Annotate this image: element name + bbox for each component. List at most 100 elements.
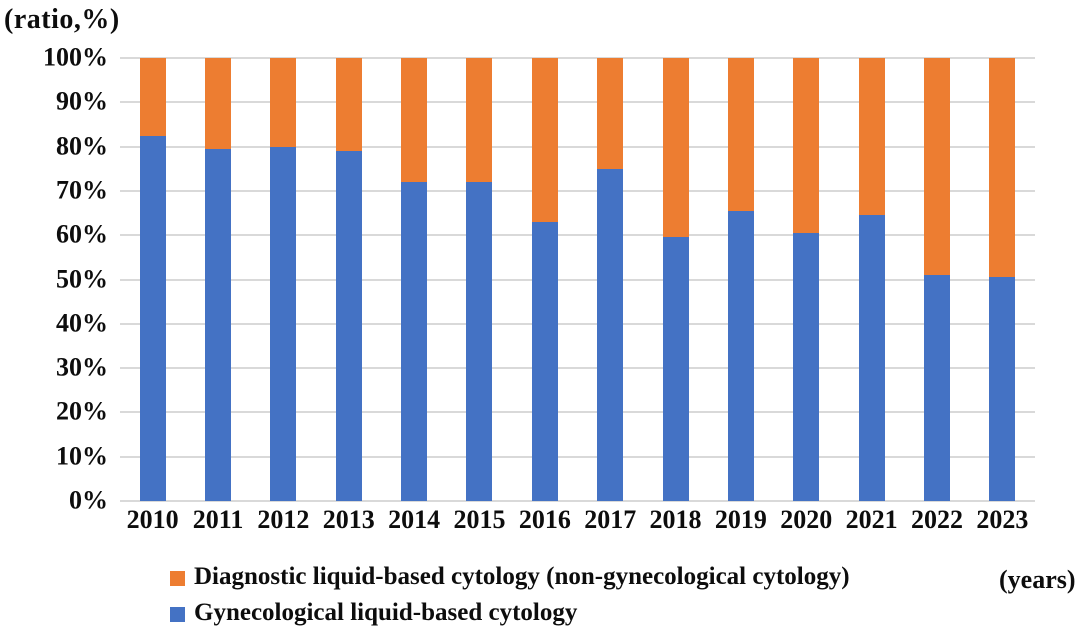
- segment-gynecological-2019: [727, 210, 754, 501]
- y-tick-label-20pct: 20%: [56, 396, 108, 426]
- x-tick-label-2013: 2013: [322, 505, 375, 534]
- x-axis-tick-labels: 2010 2011 2012 2013 2014 2015 2016 2017 2018 2019…: [120, 505, 1035, 535]
- plot-area: [120, 57, 1035, 502]
- segment-diagnostic-2023: [989, 58, 1016, 278]
- stacked-bar-2017: [597, 58, 624, 501]
- segment-diagnostic-2011: [205, 58, 232, 149]
- segment-gynecological-2015: [466, 182, 493, 501]
- stacked-bar-2023: [989, 58, 1016, 501]
- gridline-60: [120, 234, 1035, 237]
- y-tick-label-80pct: 80%: [56, 130, 108, 160]
- segment-gynecological-2010: [139, 135, 166, 501]
- stacked-bar-2019: [727, 58, 754, 501]
- gridline-20: [120, 411, 1035, 414]
- y-axis-tick-labels: 0% 10% 20% 30% 40% 50% 60% 70% 80% 90% 100%: [0, 42, 108, 514]
- segment-gynecological-2023: [989, 277, 1016, 501]
- y-tick-label-0pct: 0%: [69, 485, 108, 515]
- bar-group-2020: [774, 58, 839, 501]
- segment-gynecological-2021: [858, 215, 885, 501]
- segment-gynecological-2014: [401, 182, 428, 501]
- x-tick-label-2016: 2016: [518, 505, 571, 534]
- segment-diagnostic-2018: [662, 58, 689, 238]
- x-axis-title: (years): [999, 565, 1076, 594]
- gridline-40: [120, 322, 1035, 325]
- y-tick-label-100pct: 100%: [43, 42, 108, 72]
- legend-label-diagnostic: Diagnostic liquid-based cytology (non-gy…: [194, 563, 850, 590]
- segment-gynecological-2012: [270, 146, 297, 501]
- segment-diagnostic-2019: [727, 58, 754, 211]
- segment-gynecological-2011: [205, 148, 232, 501]
- stacked-bar-2010: [139, 58, 166, 501]
- bar-group-2019: [708, 58, 773, 501]
- x-tick-label-2010: 2010: [126, 505, 179, 534]
- x-tick-label-2021: 2021: [845, 505, 898, 534]
- stacked-bar-2013: [335, 58, 362, 501]
- segment-diagnostic-2014: [401, 58, 428, 183]
- segment-diagnostic-2021: [858, 58, 885, 216]
- bar-group-2021: [839, 58, 904, 501]
- gridline-70: [120, 189, 1035, 192]
- legend-item-diagnostic: Diagnostic liquid-based cytology (non-gy…: [170, 563, 850, 591]
- x-tick-label-2011: 2011: [192, 505, 244, 534]
- segment-diagnostic-2022: [923, 58, 950, 276]
- bar-group-2022: [904, 58, 969, 501]
- y-axis-title: (ratio,%): [4, 4, 120, 35]
- bar-group-2014: [381, 58, 446, 501]
- segment-diagnostic-2015: [466, 58, 493, 183]
- x-tick-label-2012: 2012: [257, 505, 310, 534]
- bar-group-2012: [251, 58, 316, 501]
- gridline-0: [120, 500, 1035, 502]
- gridline-100: [120, 57, 1035, 59]
- legend-swatch-diagnostic-icon: [170, 570, 185, 586]
- x-tick-label-2014: 2014: [388, 505, 441, 534]
- gridline-90: [120, 101, 1035, 104]
- gridline-50: [120, 278, 1035, 281]
- bar-group-2016: [512, 58, 577, 501]
- segment-gynecological-2020: [793, 232, 820, 501]
- segment-gynecological-2013: [335, 151, 362, 501]
- y-tick-label-30pct: 30%: [56, 352, 108, 382]
- x-tick-label-2022: 2022: [910, 505, 963, 534]
- stacked-bar-2015: [466, 58, 493, 501]
- bar-group-2010: [120, 58, 185, 501]
- stacked-bar-2011: [205, 58, 232, 501]
- bar-group-2017: [578, 58, 643, 501]
- x-tick-label-2017: 2017: [584, 505, 637, 534]
- x-tick-label-2015: 2015: [453, 505, 506, 534]
- segment-diagnostic-2016: [531, 58, 558, 222]
- segment-diagnostic-2013: [335, 58, 362, 152]
- bar-group-2013: [316, 58, 381, 501]
- bars-container: [120, 58, 1035, 501]
- segment-diagnostic-2012: [270, 58, 297, 147]
- y-tick-label-60pct: 60%: [56, 219, 108, 249]
- x-tick-label-2019: 2019: [714, 505, 767, 534]
- y-tick-label-70pct: 70%: [56, 175, 108, 205]
- gridline-10: [120, 455, 1035, 458]
- y-tick-label-90pct: 90%: [56, 86, 108, 116]
- bar-group-2011: [185, 58, 250, 501]
- stacked-bar-2021: [858, 58, 885, 501]
- x-tick-label-2018: 2018: [649, 505, 702, 534]
- bar-group-2018: [643, 58, 708, 501]
- segment-diagnostic-2010: [139, 58, 166, 136]
- gridlines: [120, 57, 1035, 502]
- segment-gynecological-2016: [531, 221, 558, 501]
- legend-item-gynecological: Gynecological liquid-based cytology: [170, 599, 577, 627]
- bar-group-2015: [447, 58, 512, 501]
- y-tick-label-50pct: 50%: [56, 263, 108, 293]
- gridline-80: [120, 145, 1035, 148]
- segment-gynecological-2018: [662, 237, 689, 501]
- segment-diagnostic-2017: [597, 58, 624, 169]
- gridline-30: [120, 367, 1035, 370]
- y-tick-label-40pct: 40%: [56, 308, 108, 338]
- legend-swatch-gynecological-icon: [170, 606, 185, 622]
- segment-gynecological-2017: [597, 168, 624, 501]
- stacked-bar-2018: [662, 58, 689, 501]
- legend-label-gynecological: Gynecological liquid-based cytology: [194, 599, 578, 626]
- segment-diagnostic-2020: [793, 58, 820, 233]
- bar-group-2023: [970, 58, 1035, 501]
- y-tick-label-10pct: 10%: [56, 441, 108, 471]
- stacked-bar-2016: [531, 58, 558, 501]
- x-tick-label-2020: 2020: [780, 505, 833, 534]
